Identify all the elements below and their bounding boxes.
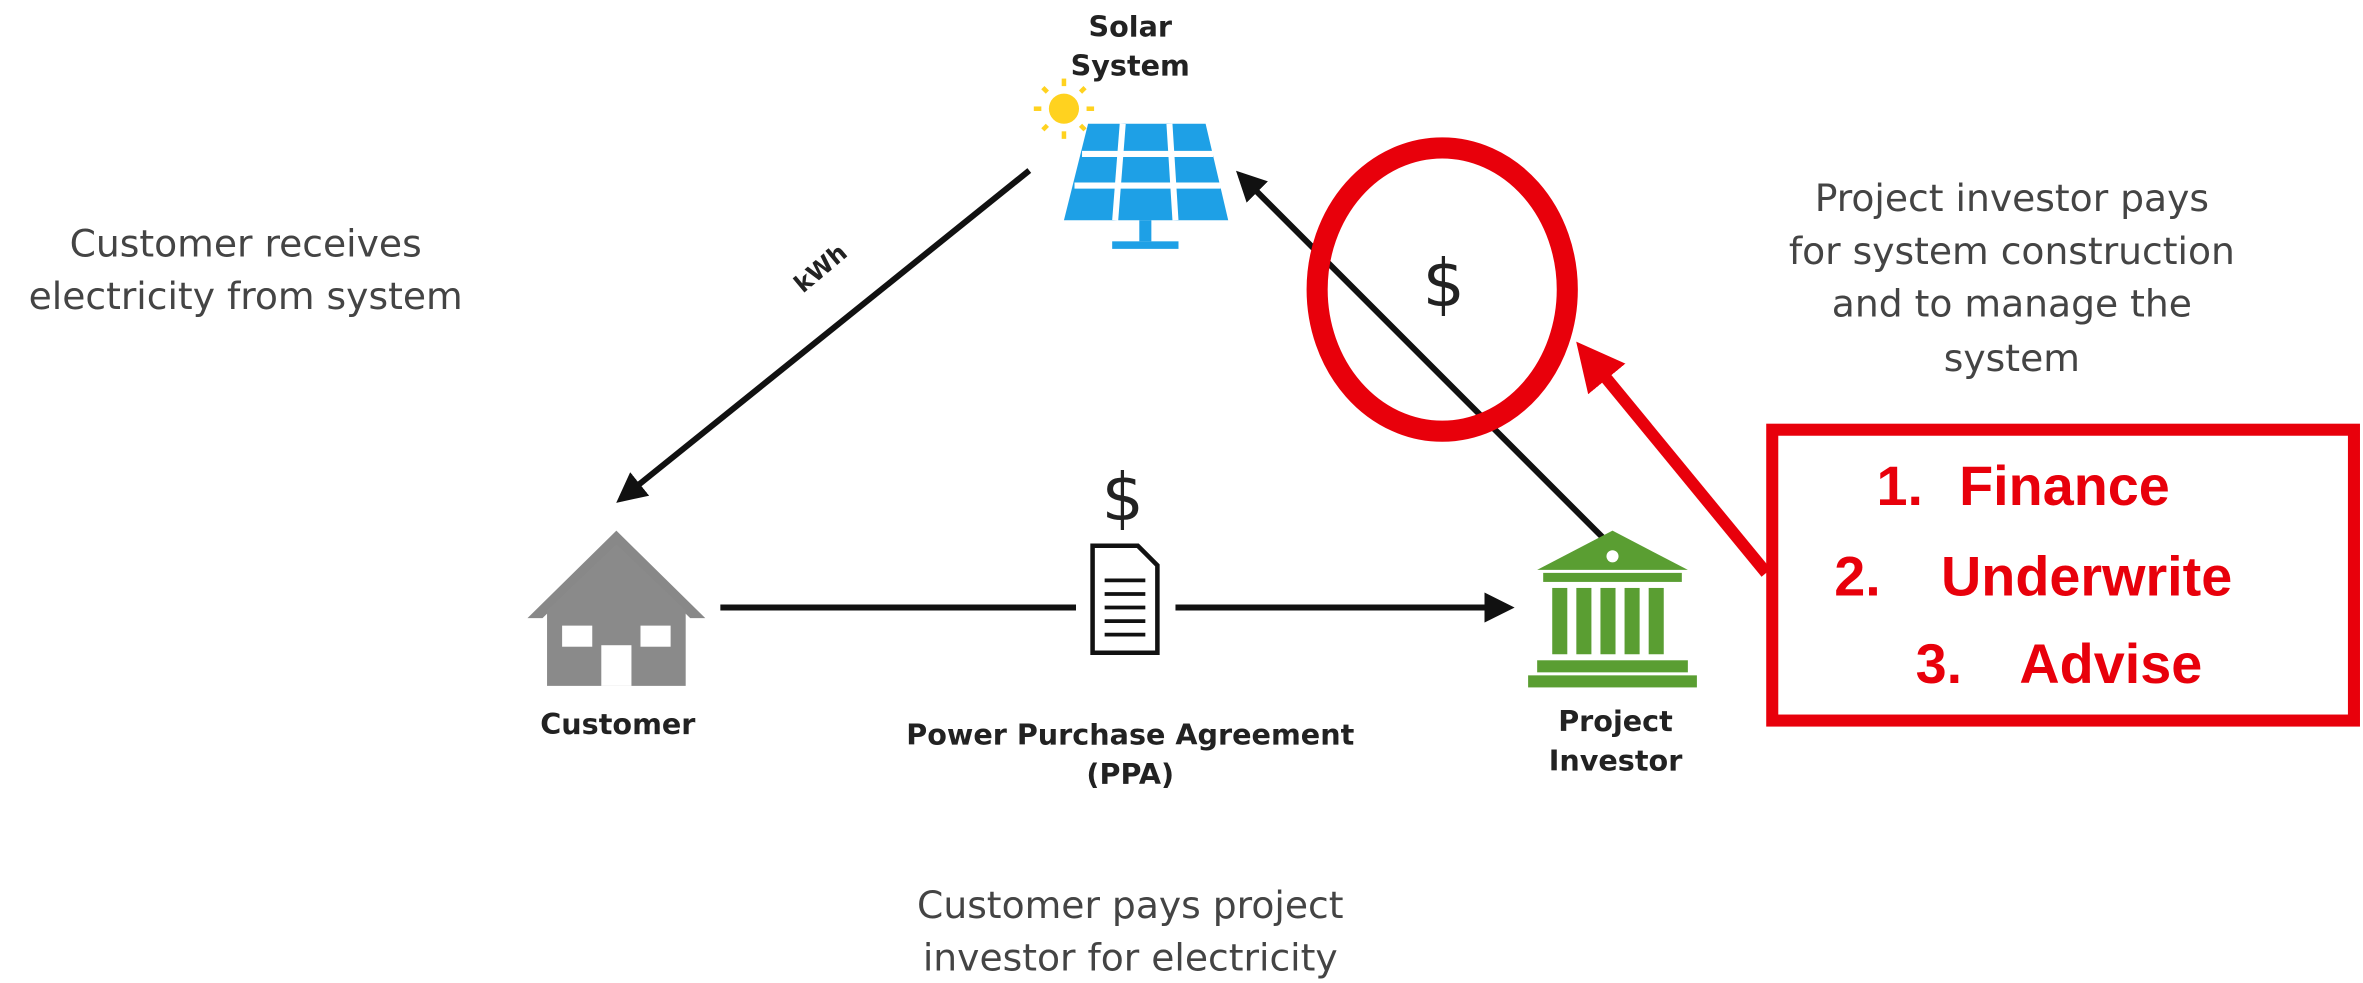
list-item: Underwrite — [1941, 545, 2232, 607]
node-label: Customer — [540, 707, 696, 741]
callout-box — [1766, 423, 2360, 727]
house-icon — [527, 530, 706, 686]
description: Project investor pays — [1815, 176, 2209, 220]
list-number: 3. — [1916, 633, 1963, 695]
edge-label: $ — [1102, 458, 1144, 536]
sun-icon — [1033, 78, 1095, 139]
bank-icon — [1528, 530, 1697, 688]
description: investor for electricity — [923, 936, 1338, 980]
description: and to manage the — [1832, 282, 2192, 326]
node-label: Solar — [1088, 9, 1172, 43]
node-label: System — [1071, 49, 1190, 83]
node-label: Project — [1558, 704, 1673, 738]
payment-arrow — [1236, 170, 1618, 553]
description: electricity from system — [29, 274, 463, 318]
description: Customer pays project — [917, 883, 1343, 927]
description: system — [1944, 336, 2080, 380]
edge-label: kWh — [789, 238, 853, 298]
description: for system construction — [1789, 229, 2235, 273]
document-icon — [1090, 543, 1160, 656]
highlight-circle — [1306, 137, 1578, 442]
solar-panel-icon — [1063, 123, 1229, 249]
kwh-arrow — [616, 168, 1032, 503]
agreement-label: Power Purchase Agreement — [906, 718, 1354, 752]
callout-arrow — [1576, 341, 1771, 577]
list-item: Advise — [2019, 633, 2202, 695]
list-item: Finance — [1959, 455, 2170, 517]
node-label: Investor — [1549, 743, 1683, 777]
agreement-label: (PPA) — [1086, 757, 1174, 791]
list-number: 2. — [1834, 545, 1881, 607]
edge-label: $ — [1423, 244, 1465, 322]
description: Customer receives — [70, 221, 422, 265]
list-number: 1. — [1876, 455, 1923, 517]
